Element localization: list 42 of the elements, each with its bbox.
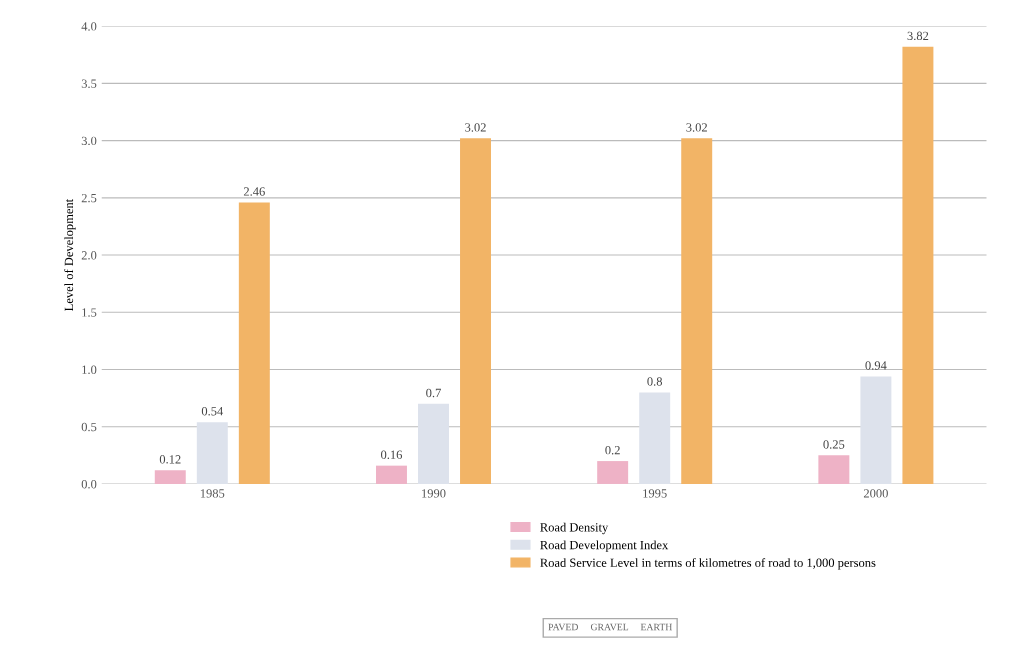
data-label: 0.94: [865, 361, 887, 370]
data-label: 2.46: [243, 187, 265, 196]
legend-label: Road Development Index: [540, 540, 669, 552]
bar: [375, 465, 407, 484]
bar: [418, 403, 449, 484]
bar: [238, 202, 270, 484]
data-label: 0.54: [201, 407, 224, 416]
data-label: 3.02: [465, 123, 486, 132]
y-tick-label: 4.0: [81, 22, 97, 31]
data-label: 0.8: [647, 377, 663, 386]
y-tick-label: 3.0: [81, 136, 97, 146]
bar: [639, 392, 671, 484]
y-tick-label: 2.5: [81, 193, 97, 203]
data-label: 0.25: [823, 440, 845, 449]
bar: [196, 422, 228, 484]
y-tick-label: 2.0: [81, 251, 97, 260]
y-axis-title: Level of Development: [64, 198, 76, 311]
bar: [681, 138, 713, 484]
bar: [902, 46, 934, 484]
text: PAVED GRAVEL EARTH: [548, 623, 673, 631]
data-label: 3.82: [907, 31, 929, 41]
legend-label: Road Service Level in terms of kilometres of road to 1,000 persons: [540, 558, 876, 570]
x-tick-label: 2000: [863, 489, 888, 498]
data-label: 3.02: [686, 123, 707, 132]
bar: [460, 138, 492, 484]
y-tick-label: 1.0: [82, 365, 97, 375]
x-tick-label: 1985: [200, 489, 225, 498]
bar: [818, 455, 850, 484]
bar: [597, 461, 629, 484]
data-label: 0.12: [159, 455, 181, 464]
data-label: 0.2: [605, 445, 620, 455]
data-label: 0.16: [381, 450, 403, 459]
y-tick-label: 0.0: [81, 479, 97, 489]
x-tick-label: 1990: [422, 489, 446, 498]
y-tick-label: 0.5: [81, 422, 97, 432]
x-tick-label: 1995: [643, 489, 667, 498]
y-tick-label: 1.5: [82, 308, 97, 317]
bar: [154, 470, 186, 484]
bar: [860, 376, 892, 484]
data-label: 0.7: [426, 388, 441, 398]
legend-label: Road Density: [540, 522, 609, 535]
y-tick-label: 3.5: [81, 79, 97, 88]
